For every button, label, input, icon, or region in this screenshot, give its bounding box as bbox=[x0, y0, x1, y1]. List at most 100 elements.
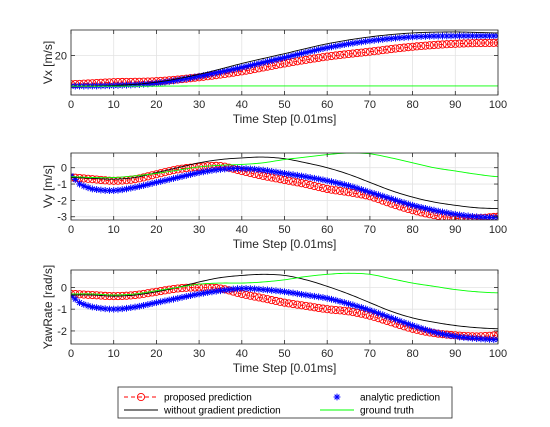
marker-analytic-prediction bbox=[199, 289, 207, 297]
marker-analytic-prediction bbox=[182, 75, 190, 83]
marker-analytic-prediction bbox=[191, 170, 199, 177]
marker-proposed-prediction bbox=[314, 183, 323, 192]
marker-proposed-prediction bbox=[472, 39, 481, 48]
marker-proposed-prediction bbox=[451, 39, 460, 48]
x-axis-label: Time Step [0.01ms] bbox=[233, 112, 337, 126]
panel-3: 0 10 20 30 40 50 60 70 80 90 100 -2 -1 0 Time Step [0.… bbox=[41, 265, 507, 375]
marker-analytic-prediction bbox=[345, 40, 352, 48]
marker-proposed-prediction bbox=[408, 42, 417, 51]
marker-analytic-prediction bbox=[268, 167, 276, 175]
marker-analytic-prediction bbox=[349, 39, 357, 47]
marker-proposed-prediction bbox=[327, 185, 336, 194]
marker-analytic-prediction bbox=[375, 309, 382, 317]
marker-proposed-prediction bbox=[327, 51, 336, 61]
marker-analytic-prediction bbox=[357, 38, 365, 46]
marker-analytic-prediction bbox=[490, 336, 498, 343]
marker-analytic-prediction bbox=[170, 295, 177, 303]
marker-analytic-prediction bbox=[148, 300, 156, 307]
marker-proposed-prediction bbox=[344, 49, 353, 59]
marker-analytic-prediction bbox=[246, 62, 254, 69]
marker-analytic-prediction bbox=[387, 314, 395, 322]
marker-analytic-prediction bbox=[396, 198, 404, 205]
y-axis-label: Vx [m/s] bbox=[41, 41, 55, 84]
marker-proposed-prediction bbox=[340, 50, 349, 59]
marker-proposed-prediction bbox=[464, 39, 473, 48]
marker-analytic-prediction bbox=[422, 32, 429, 40]
marker-analytic-prediction bbox=[460, 334, 468, 341]
marker-analytic-prediction bbox=[366, 188, 374, 196]
y-tick-label: 0 bbox=[61, 163, 67, 175]
marker-analytic-prediction bbox=[225, 165, 233, 173]
x-tick-label: 30 bbox=[193, 348, 205, 360]
marker-analytic-prediction bbox=[148, 180, 156, 187]
marker-proposed-prediction bbox=[455, 39, 464, 48]
marker-analytic-prediction bbox=[97, 304, 105, 312]
marker-analytic-prediction bbox=[336, 297, 344, 305]
marker-analytic-prediction bbox=[170, 175, 177, 182]
marker-proposed-prediction bbox=[404, 43, 413, 52]
marker-proposed-prediction bbox=[425, 41, 434, 50]
marker-analytic-prediction bbox=[319, 45, 327, 52]
marker-analytic-prediction bbox=[276, 169, 284, 177]
marker-analytic-prediction bbox=[345, 182, 352, 190]
marker-proposed-prediction bbox=[288, 299, 298, 309]
marker-analytic-prediction bbox=[234, 64, 241, 72]
marker-analytic-prediction bbox=[199, 168, 207, 176]
marker-analytic-prediction bbox=[332, 179, 340, 187]
marker-analytic-prediction bbox=[161, 297, 169, 305]
marker-analytic-prediction bbox=[272, 168, 280, 176]
marker-analytic-prediction bbox=[251, 165, 259, 173]
legend-label: proposed prediction bbox=[164, 393, 252, 404]
marker-analytic-prediction bbox=[178, 76, 186, 83]
marker-proposed-prediction bbox=[468, 39, 477, 48]
marker-analytic-prediction bbox=[229, 285, 237, 293]
x-axis-label: Time Step [0.01ms] bbox=[233, 237, 337, 251]
marker-analytic-prediction bbox=[229, 165, 237, 172]
marker-analytic-prediction bbox=[336, 41, 344, 49]
marker-analytic-prediction bbox=[404, 200, 412, 208]
marker-analytic-prediction bbox=[161, 177, 169, 184]
marker-analytic-prediction bbox=[323, 44, 331, 52]
marker-analytic-prediction bbox=[242, 63, 250, 70]
legend-marker bbox=[136, 392, 146, 402]
marker-analytic-prediction bbox=[118, 186, 126, 194]
marker-analytic-prediction bbox=[217, 68, 224, 76]
marker-proposed-prediction bbox=[306, 302, 315, 311]
marker-proposed-prediction bbox=[297, 56, 306, 65]
marker-proposed-prediction bbox=[293, 300, 302, 309]
marker-analytic-prediction bbox=[165, 78, 173, 85]
marker-proposed-prediction bbox=[323, 52, 332, 61]
marker-analytic-prediction bbox=[370, 190, 378, 197]
marker-analytic-prediction bbox=[328, 43, 335, 51]
marker-proposed-prediction bbox=[314, 303, 323, 312]
marker-analytic-prediction bbox=[306, 48, 314, 55]
marker-analytic-prediction bbox=[80, 300, 88, 308]
marker-analytic-prediction bbox=[319, 176, 327, 184]
marker-proposed-prediction bbox=[481, 38, 490, 48]
marker-analytic-prediction bbox=[93, 304, 101, 312]
marker-analytic-prediction bbox=[323, 294, 331, 302]
marker-proposed-prediction bbox=[105, 176, 114, 185]
series-line-without-gradient-prediction bbox=[71, 273, 498, 330]
marker-analytic-prediction bbox=[264, 286, 271, 294]
marker-analytic-prediction bbox=[238, 64, 246, 71]
x-tick-label: 50 bbox=[278, 224, 290, 236]
marker-proposed-prediction bbox=[92, 175, 101, 184]
marker-analytic-prediction bbox=[182, 293, 190, 300]
marker-analytic-prediction bbox=[456, 333, 463, 341]
marker-analytic-prediction bbox=[88, 185, 96, 193]
marker-analytic-prediction bbox=[131, 183, 139, 191]
marker-analytic-prediction bbox=[434, 32, 442, 40]
marker-analytic-prediction bbox=[285, 288, 293, 296]
marker-analytic-prediction bbox=[157, 79, 165, 87]
marker-proposed-prediction bbox=[438, 40, 447, 49]
marker-analytic-prediction bbox=[468, 32, 476, 40]
marker-proposed-prediction bbox=[417, 41, 426, 51]
marker-analytic-prediction bbox=[396, 317, 404, 325]
marker-analytic-prediction bbox=[486, 32, 493, 40]
marker-analytic-prediction bbox=[217, 287, 224, 295]
marker-proposed-prediction bbox=[306, 55, 315, 64]
marker-analytic-prediction bbox=[379, 311, 387, 319]
x-tick-label: 90 bbox=[449, 348, 461, 360]
